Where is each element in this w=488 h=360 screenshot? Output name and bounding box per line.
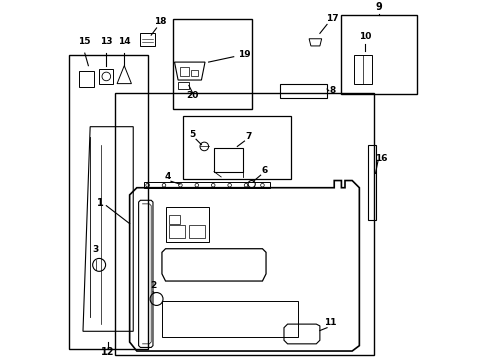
Text: 19: 19 [238, 50, 250, 59]
Text: 8: 8 [328, 86, 335, 95]
Text: 14: 14 [118, 37, 130, 46]
Bar [143, 182, 269, 188]
Bar [341, 15, 416, 94]
Text: 6: 6 [261, 166, 267, 175]
Bar [169, 225, 185, 238]
Text: 18: 18 [154, 17, 166, 26]
Text: 11: 11 [324, 318, 336, 327]
Bar [353, 55, 371, 84]
Bar [79, 71, 94, 87]
Bar [180, 67, 188, 76]
Text: 16: 16 [375, 154, 387, 163]
Text: 7: 7 [244, 132, 251, 141]
Text: 9: 9 [375, 2, 382, 12]
Text: 3: 3 [92, 245, 99, 254]
Bar [188, 225, 204, 238]
Bar [190, 70, 198, 76]
Text: 15: 15 [79, 37, 91, 46]
Text: 2: 2 [149, 281, 156, 290]
Bar [162, 301, 298, 337]
Text: 17: 17 [325, 14, 338, 23]
Text: 20: 20 [186, 91, 198, 100]
Bar [183, 116, 290, 179]
Text: 4: 4 [164, 172, 170, 181]
Bar [68, 55, 147, 349]
Text: 10: 10 [358, 32, 370, 41]
Bar [214, 148, 242, 172]
Text: 5: 5 [189, 130, 195, 139]
Bar [115, 93, 373, 355]
Bar [165, 207, 208, 242]
Bar [140, 33, 154, 46]
Bar [99, 69, 113, 84]
Text: 12: 12 [101, 347, 115, 357]
Bar [172, 19, 251, 109]
Bar [178, 82, 188, 89]
Text: 13: 13 [100, 37, 112, 46]
Text: 1: 1 [96, 198, 103, 208]
Bar [169, 215, 180, 224]
